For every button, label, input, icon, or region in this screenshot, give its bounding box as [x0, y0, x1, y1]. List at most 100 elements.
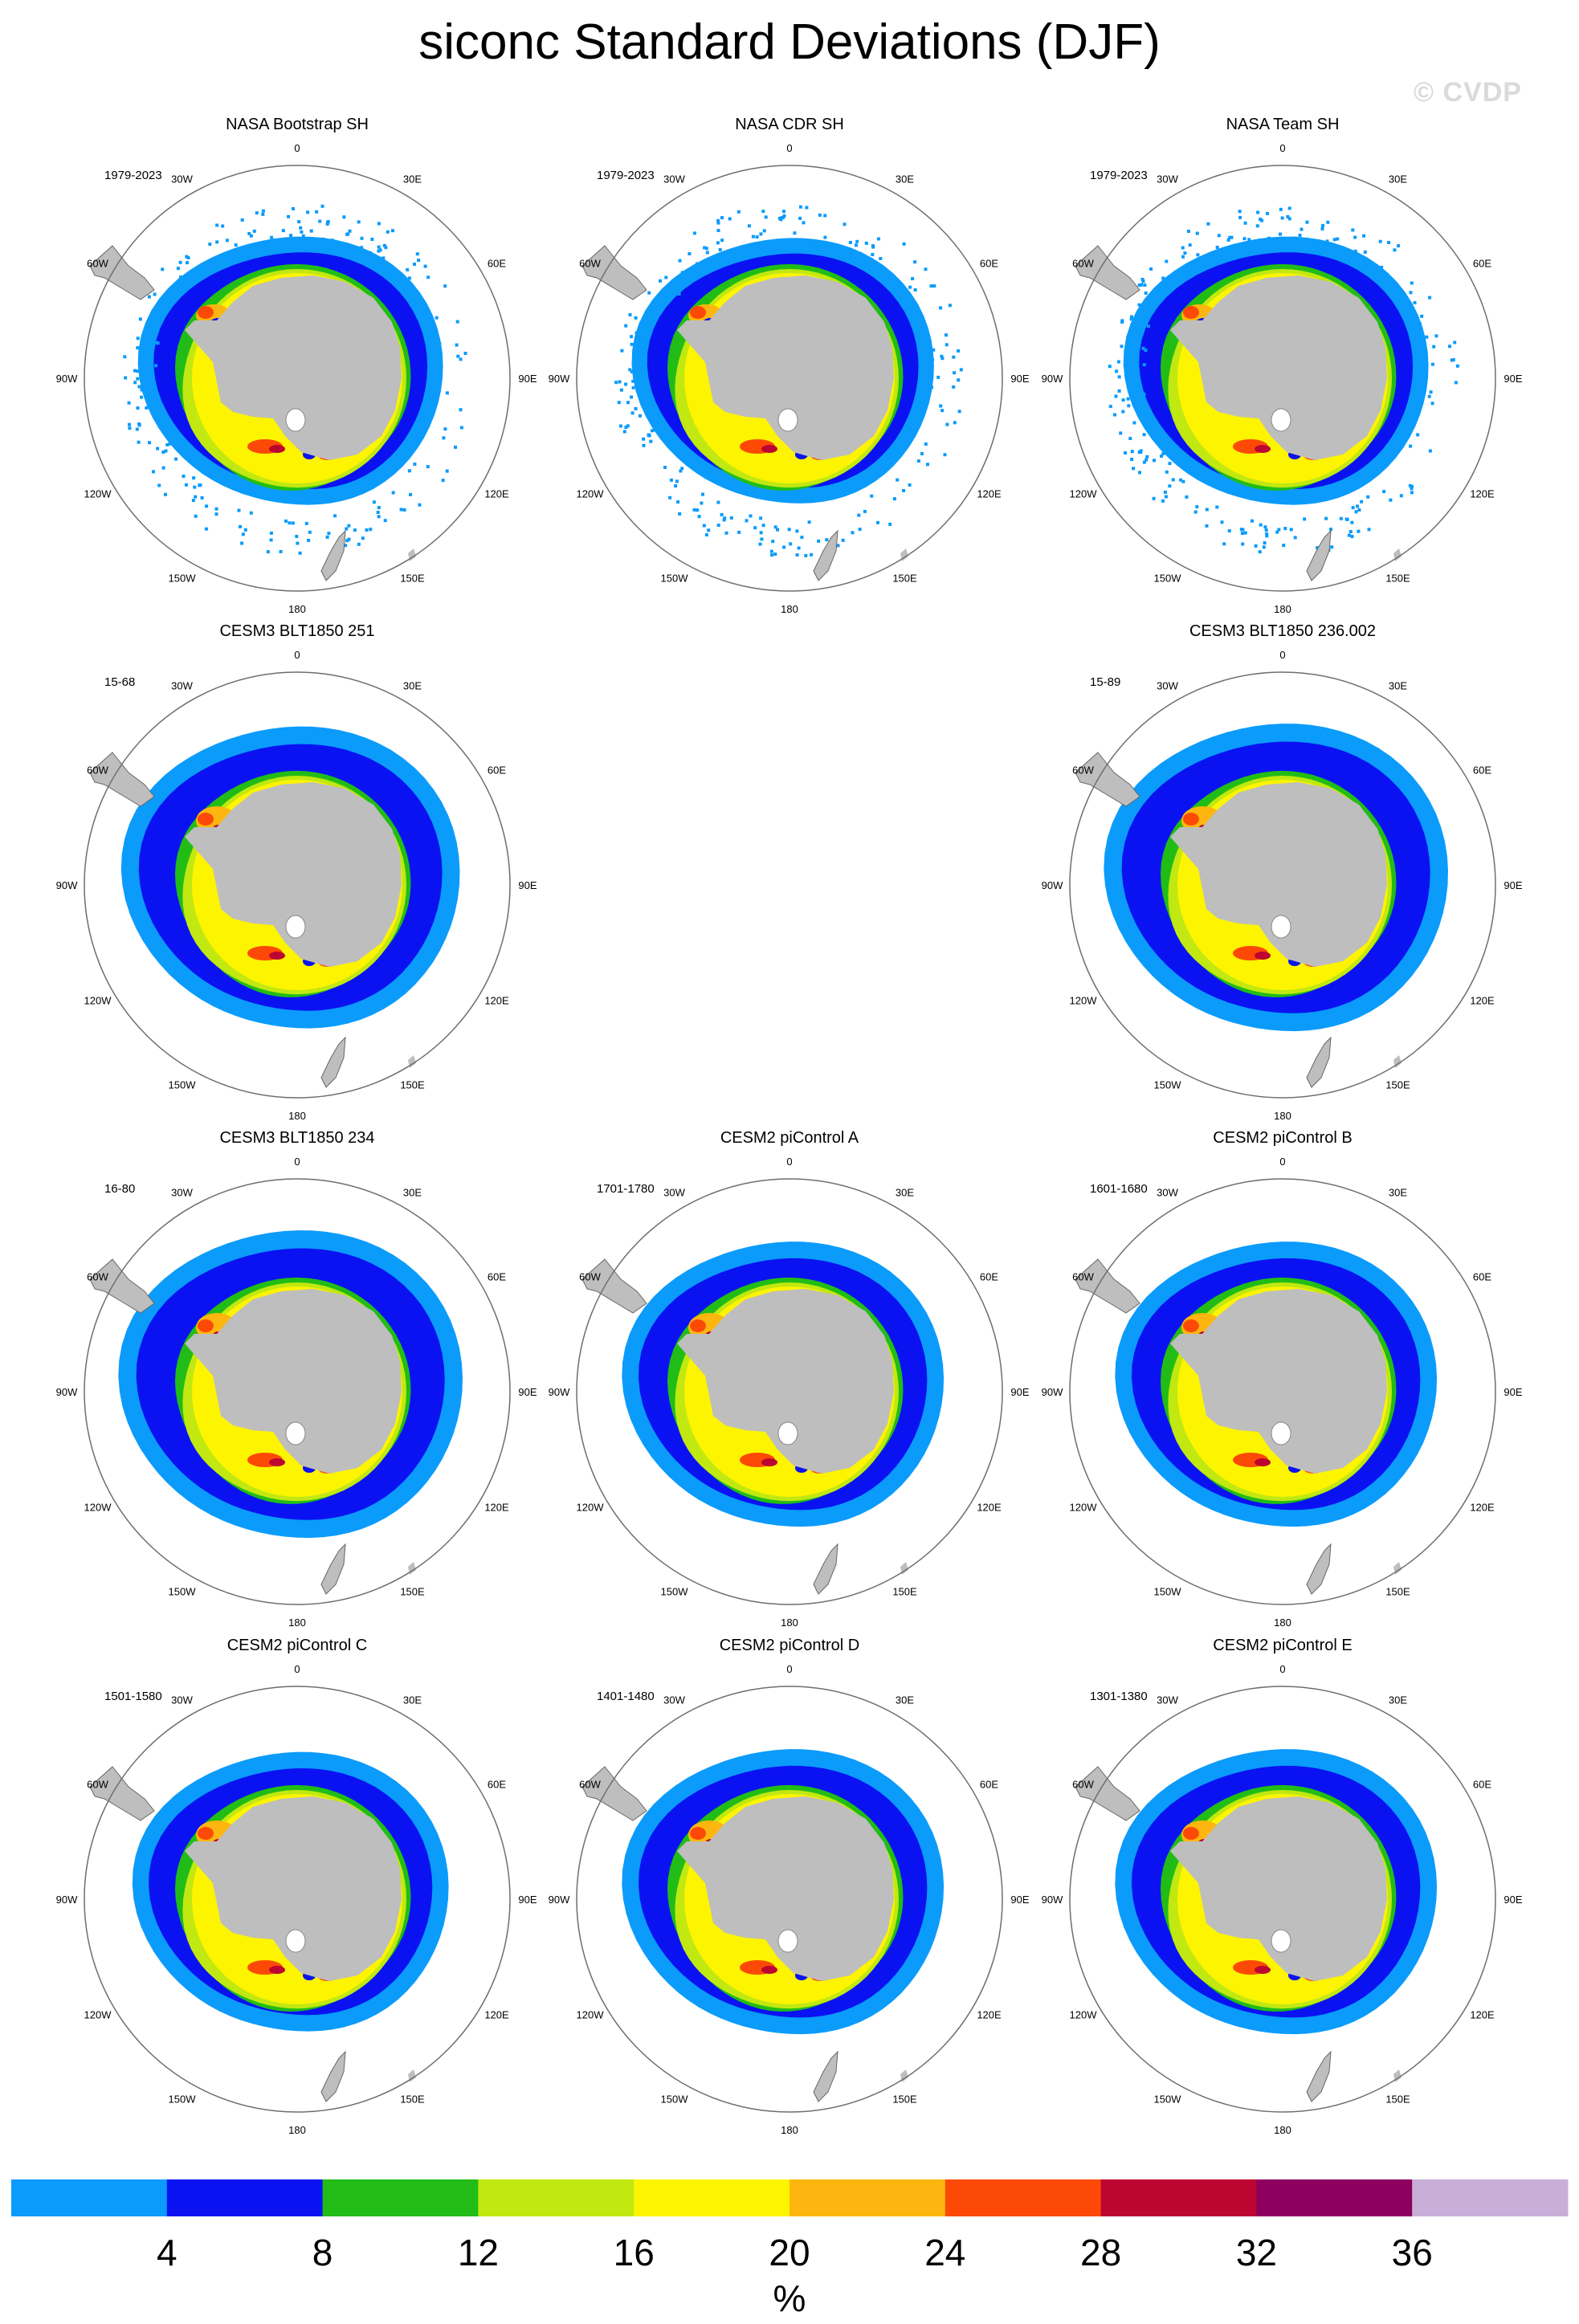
noise-pixel	[407, 469, 411, 473]
noise-pixel	[716, 221, 720, 225]
noise-pixel	[939, 404, 943, 408]
noise-pixel	[194, 514, 198, 518]
noise-pixel	[720, 512, 724, 516]
map-frame	[1069, 1178, 1496, 1605]
noise-pixel	[1168, 462, 1172, 466]
noise-pixel	[1142, 433, 1146, 437]
noise-pixel	[1420, 314, 1424, 318]
noise-pixel	[443, 427, 447, 431]
noise-pixel	[137, 385, 141, 389]
noise-pixel	[648, 331, 652, 335]
longitude-label: 0	[1279, 1156, 1285, 1168]
noise-pixel	[391, 491, 395, 495]
panel-title: CESM3 BLT1850 236.002	[1189, 622, 1376, 640]
noise-pixel	[724, 531, 728, 535]
noise-pixel	[1429, 390, 1433, 394]
noise-pixel	[1316, 546, 1320, 550]
noise-pixel	[753, 526, 757, 530]
longitude-label: 90W	[1042, 879, 1063, 891]
noise-pixel	[932, 348, 936, 352]
map-frame	[1069, 1686, 1496, 2113]
panel-period: 1701-1780	[597, 1182, 655, 1196]
noise-pixel	[1320, 226, 1324, 230]
longitude-label: 120E	[484, 1502, 509, 1514]
noise-pixel	[1227, 529, 1231, 532]
noise-pixel	[344, 544, 348, 548]
noise-pixel	[647, 291, 651, 295]
noise-pixel	[1145, 411, 1149, 415]
noise-pixel	[1350, 535, 1354, 539]
longitude-label: 60W	[579, 1779, 601, 1791]
longitude-label: 0	[294, 142, 300, 154]
noise-pixel	[761, 524, 765, 528]
noise-pixel	[776, 528, 779, 532]
noise-pixel	[643, 340, 647, 344]
noise-pixel	[952, 385, 956, 389]
noise-pixel	[871, 244, 875, 248]
noise-pixel	[913, 260, 917, 264]
noise-pixel	[795, 529, 799, 533]
longitude-label: 120W	[1070, 995, 1098, 1007]
hot-spot	[1183, 813, 1199, 826]
longitude-label: 30W	[171, 1187, 193, 1199]
noise-pixel	[296, 541, 300, 545]
longitude-label: 180	[1274, 1617, 1291, 1627]
noise-pixel	[138, 317, 142, 321]
noise-pixel	[413, 263, 416, 266]
noise-pixel	[1326, 220, 1330, 224]
noise-pixel	[758, 542, 762, 546]
noise-pixel	[1418, 322, 1422, 326]
longitude-label: 120E	[484, 995, 509, 1007]
noise-pixel	[365, 528, 369, 532]
new-zealand	[1306, 1543, 1332, 1595]
panel-period: 1979-2023	[597, 169, 655, 182]
longitude-label: 180	[781, 2124, 798, 2134]
longitude-label: 180	[288, 2124, 306, 2134]
longitude-label: 30W	[1157, 1187, 1178, 1199]
noise-pixel	[1427, 394, 1431, 398]
noise-pixel	[1130, 458, 1134, 461]
noise-pixel	[687, 252, 692, 255]
noise-pixel	[751, 234, 755, 239]
longitude-label: 120W	[1070, 2009, 1098, 2021]
noise-pixel	[789, 542, 793, 546]
noise-pixel	[688, 273, 692, 277]
noise-pixel	[782, 210, 785, 214]
noise-pixel	[454, 445, 457, 449]
noise-pixel	[649, 439, 653, 443]
longitude-label: 120E	[977, 488, 1002, 500]
noise-pixel	[281, 229, 285, 233]
noise-pixel	[161, 466, 165, 470]
noise-pixel	[1155, 296, 1159, 299]
noise-pixel	[1121, 398, 1125, 402]
longitude-label: 120W	[1070, 1502, 1098, 1514]
noise-pixel	[424, 314, 428, 318]
colorbar-swatch	[1100, 2179, 1257, 2216]
noise-pixel	[624, 324, 628, 328]
noise-pixel	[184, 483, 188, 487]
longitude-label: 180	[288, 603, 306, 614]
longitude-label: 150W	[661, 573, 689, 585]
hot-spot	[198, 813, 214, 826]
noise-pixel	[261, 209, 265, 213]
noise-pixel	[1132, 421, 1136, 425]
noise-pixel	[1350, 520, 1354, 524]
longitude-label: 150W	[169, 1586, 197, 1598]
hot-spot	[761, 1966, 777, 1974]
longitude-label: 150E	[1385, 1079, 1410, 1091]
noise-pixel	[676, 500, 680, 504]
panel-title: CESM2 piControl A	[720, 1129, 859, 1147]
noise-pixel	[704, 533, 708, 536]
longitude-label: 60E	[980, 1271, 998, 1283]
noise-pixel	[1195, 231, 1199, 235]
noise-pixel	[1351, 228, 1355, 232]
noise-pixel	[795, 553, 799, 557]
longitude-label: 60E	[980, 1779, 998, 1791]
map-panel: 0 30E 60E 90E 120E 150E 180 150W 120W 90W 60W 30W C…	[48, 622, 562, 1120]
noise-pixel	[932, 284, 936, 288]
noise-pixel	[377, 245, 381, 249]
noise-pixel	[630, 342, 634, 346]
longitude-label: 120W	[84, 1502, 112, 1514]
noise-pixel	[1152, 308, 1156, 312]
noise-pixel	[642, 437, 646, 441]
